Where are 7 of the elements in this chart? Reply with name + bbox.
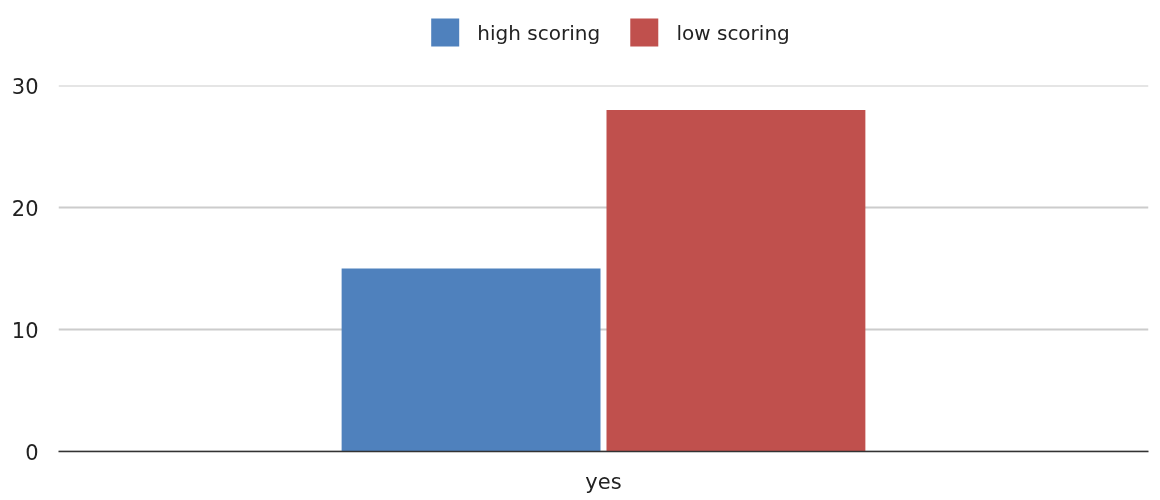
legend-label: high scoring xyxy=(477,20,601,45)
y-tick-label: 20 xyxy=(11,196,39,221)
y-tick-label: 30 xyxy=(11,74,39,99)
legend-label: low scoring xyxy=(676,20,790,45)
y-tick-label: 0 xyxy=(25,440,39,465)
x-tick-label: yes xyxy=(585,469,622,494)
y-tick-label: 10 xyxy=(11,318,39,343)
